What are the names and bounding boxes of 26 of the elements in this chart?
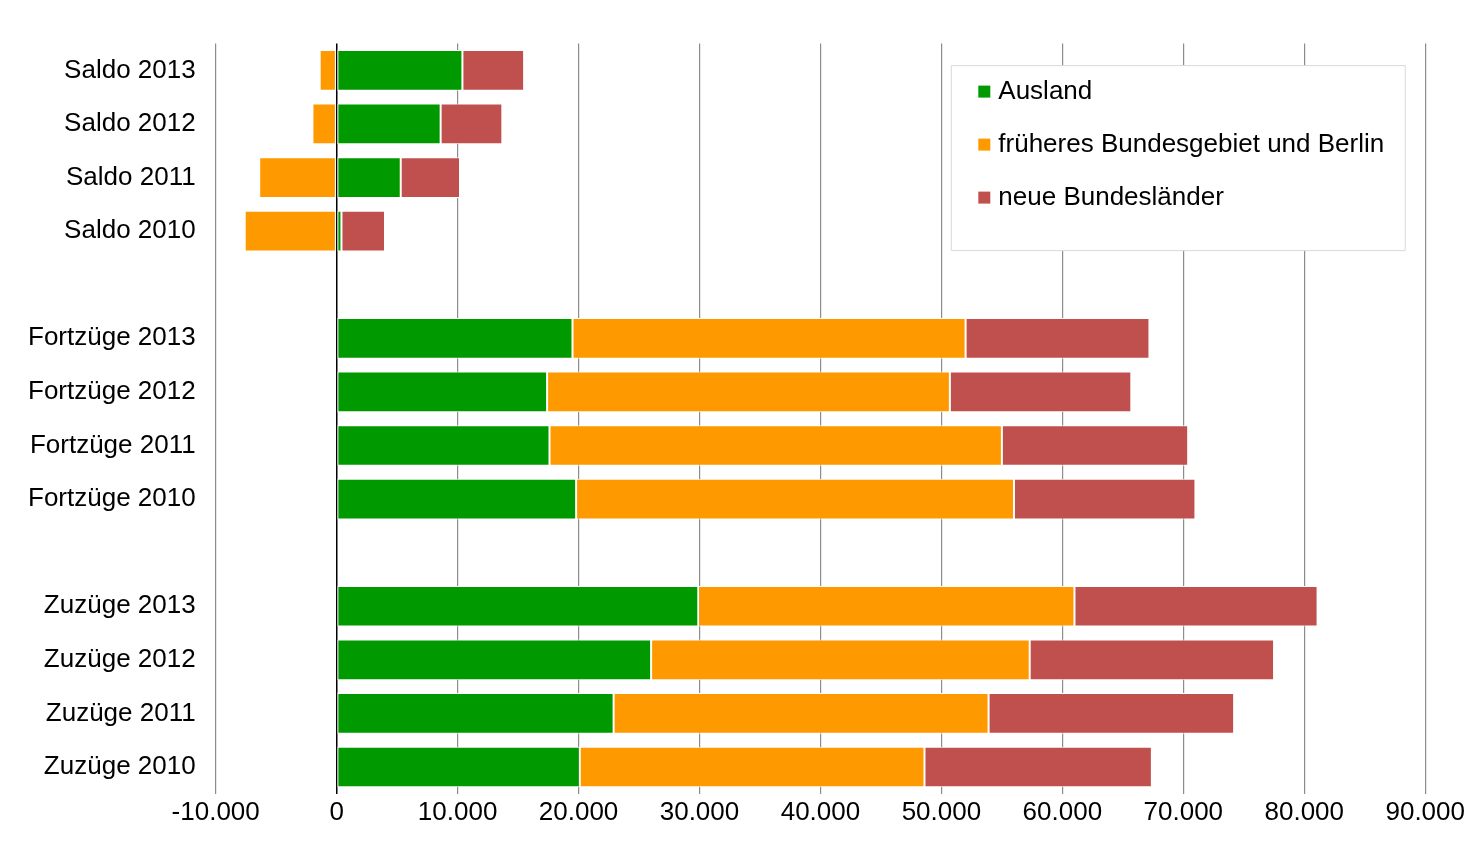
y-tick-label: Zuzüge 2013: [43, 589, 196, 620]
y-tick-label: Zuzüge 2012: [43, 643, 196, 674]
y-tick-label: Zuzüge 2010: [43, 750, 196, 781]
x-tick-label: 40.000: [780, 795, 861, 826]
x-tick-label: -10.000: [171, 795, 260, 826]
y-tick-label: Fortzüge 2010: [28, 482, 196, 513]
legend-label: Ausland: [998, 74, 1093, 105]
y-tick-label: Fortzüge 2013: [28, 321, 196, 352]
legend-label: früheres Bundesgebiet und Berlin: [998, 127, 1385, 158]
x-tick-label: 0: [329, 795, 344, 826]
x-tick-label: 90.000: [1385, 795, 1465, 826]
x-tick-label: 10.000: [417, 795, 498, 826]
x-tick-label: 80.000: [1264, 795, 1345, 826]
x-tick-label: 50.000: [901, 795, 982, 826]
x-tick-label: 20.000: [538, 795, 619, 826]
x-tick-label: 60.000: [1022, 795, 1103, 826]
y-tick-label: Saldo 2013: [64, 53, 196, 84]
y-tick-label: Fortzüge 2011: [29, 428, 196, 459]
y-tick-label: Saldo 2011: [66, 160, 196, 191]
legend-label: neue Bundesländer: [998, 180, 1225, 211]
x-tick-label: 30.000: [659, 795, 740, 826]
y-tick-label: Saldo 2012: [64, 107, 196, 138]
y-tick-label: Fortzüge 2012: [28, 375, 196, 406]
x-tick-label: 70.000: [1143, 795, 1224, 826]
y-tick-label: Zuzüge 2011: [45, 696, 196, 727]
y-tick-label: Saldo 2010: [64, 214, 196, 245]
